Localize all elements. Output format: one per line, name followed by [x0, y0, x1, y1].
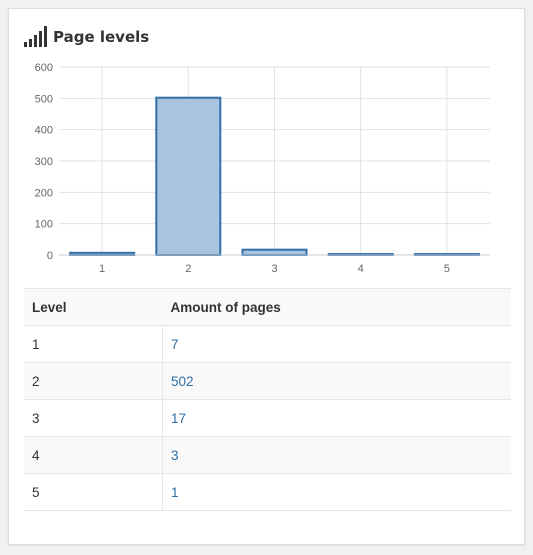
table-row: 2 502 — [24, 362, 511, 400]
table-header-row: Level Amount of pages — [24, 288, 511, 326]
levels-table: Level Amount of pages 1 7 2 502 3 17 4 3 — [24, 288, 511, 511]
amount-link[interactable]: 1 — [162, 473, 511, 511]
x-tick-label: 2 — [185, 263, 191, 275]
page-levels-panel: Page levels 0 100 200 300 400 500 600 1 2 3 4 5 Lev… — [8, 8, 525, 545]
level-cell: 3 — [24, 399, 163, 437]
table-row: 4 3 — [24, 436, 511, 474]
panel-header: Page levels — [24, 26, 149, 48]
bar-chart: 0 100 200 300 400 500 600 1 2 3 4 5 — [35, 62, 490, 275]
column-header-level: Level — [24, 288, 163, 326]
panel-title: Page levels — [53, 28, 150, 46]
x-tick-label: 3 — [271, 263, 277, 275]
level-cell: 5 — [24, 473, 163, 511]
y-tick-label: 400 — [35, 125, 53, 137]
x-tick-label: 5 — [444, 263, 450, 275]
amount-link[interactable]: 7 — [162, 325, 511, 363]
y-tick-label: 200 — [35, 187, 53, 199]
x-tick-label: 1 — [99, 263, 105, 275]
x-tick-label: 4 — [358, 263, 364, 275]
signal-bars-icon — [24, 26, 47, 47]
y-tick-label: 600 — [35, 62, 53, 74]
level-cell: 2 — [24, 362, 163, 400]
y-tick-label: 100 — [35, 219, 53, 231]
bar — [155, 96, 222, 256]
table-row: 3 17 — [24, 399, 511, 437]
column-header-amount: Amount of pages — [162, 288, 511, 326]
table-row: 5 1 — [24, 473, 511, 511]
y-tick-label: 300 — [35, 156, 53, 168]
amount-link[interactable]: 17 — [162, 399, 511, 437]
level-cell: 1 — [24, 325, 163, 363]
level-cell: 4 — [24, 436, 163, 474]
y-tick-label: 0 — [47, 250, 53, 262]
y-tick-label: 500 — [35, 93, 53, 105]
amount-link[interactable]: 3 — [162, 436, 511, 474]
table-row: 1 7 — [24, 325, 511, 363]
bar — [241, 248, 308, 257]
amount-link[interactable]: 502 — [162, 362, 511, 400]
